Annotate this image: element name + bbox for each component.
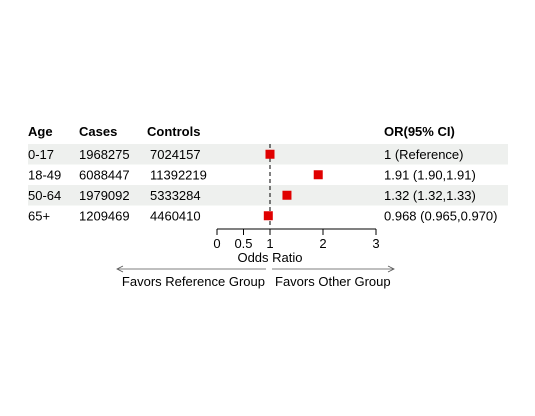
cell-cases: 1968275: [79, 147, 130, 162]
x-axis: 0 0.5 1 2 3: [213, 228, 380, 251]
cell-controls: 4460410: [150, 208, 201, 223]
direction-arrows: Favors Reference Group Favors Other Grou…: [116, 265, 395, 289]
table-row: 65+ 1209469 4460410 0.968 (0.965,0.970): [28, 208, 497, 223]
x-tick-label: 0.5: [234, 236, 252, 251]
header-age: Age: [28, 124, 53, 139]
x-tick-label: 1: [266, 236, 273, 251]
table-row: 18-49 6088447 11392219 1.91 (1.90,1.91): [28, 167, 476, 182]
cell-age: 50-64: [28, 188, 61, 203]
header-controls: Controls: [147, 124, 200, 139]
cell-or-ci: 1 (Reference): [384, 147, 463, 162]
or-marker: [265, 149, 275, 159]
column-headers: Age Cases Controls OR(95% CI): [28, 124, 455, 139]
right-arrow-head: [387, 265, 395, 273]
cell-or-ci: 1.32 (1.32,1.33): [384, 188, 476, 203]
cell-cases: 6088447: [79, 167, 130, 182]
x-axis-title: Odds Ratio: [237, 250, 302, 265]
x-tick-label: 0: [213, 236, 220, 251]
x-tick-label: 2: [319, 236, 326, 251]
or-markers: [263, 149, 323, 221]
cell-or-ci: 1.91 (1.90,1.91): [384, 167, 476, 182]
cell-age: 0-17: [28, 147, 54, 162]
cell-age: 18-49: [28, 167, 61, 182]
or-marker: [313, 170, 323, 180]
header-cases: Cases: [79, 124, 117, 139]
table-row: 0-17 1968275 7024157 1 (Reference): [28, 147, 463, 162]
or-marker: [263, 211, 273, 221]
cell-age: 65+: [28, 208, 50, 223]
cell-controls: 7024157: [150, 147, 201, 162]
left-arrow-head: [116, 265, 124, 273]
table-row: 50-64 1979092 5333284 1.32 (1.32,1.33): [28, 188, 476, 203]
cell-controls: 11392219: [150, 167, 207, 182]
row-stripe: [28, 185, 508, 206]
or-marker: [282, 190, 292, 200]
right-arrow-label: Favors Other Group: [275, 274, 391, 289]
table-rows: 0-17 1968275 7024157 1 (Reference) 18-49 6088…: [28, 147, 497, 224]
cell-or-ci: 0.968 (0.965,0.970): [384, 208, 497, 223]
cell-controls: 5333284: [150, 188, 201, 203]
cell-cases: 1979092: [79, 188, 130, 203]
x-tick-label: 3: [372, 236, 379, 251]
header-or-ci: OR(95% CI): [384, 124, 455, 139]
cell-cases: 1209469: [79, 208, 130, 223]
left-arrow-label: Favors Reference Group: [122, 274, 265, 289]
